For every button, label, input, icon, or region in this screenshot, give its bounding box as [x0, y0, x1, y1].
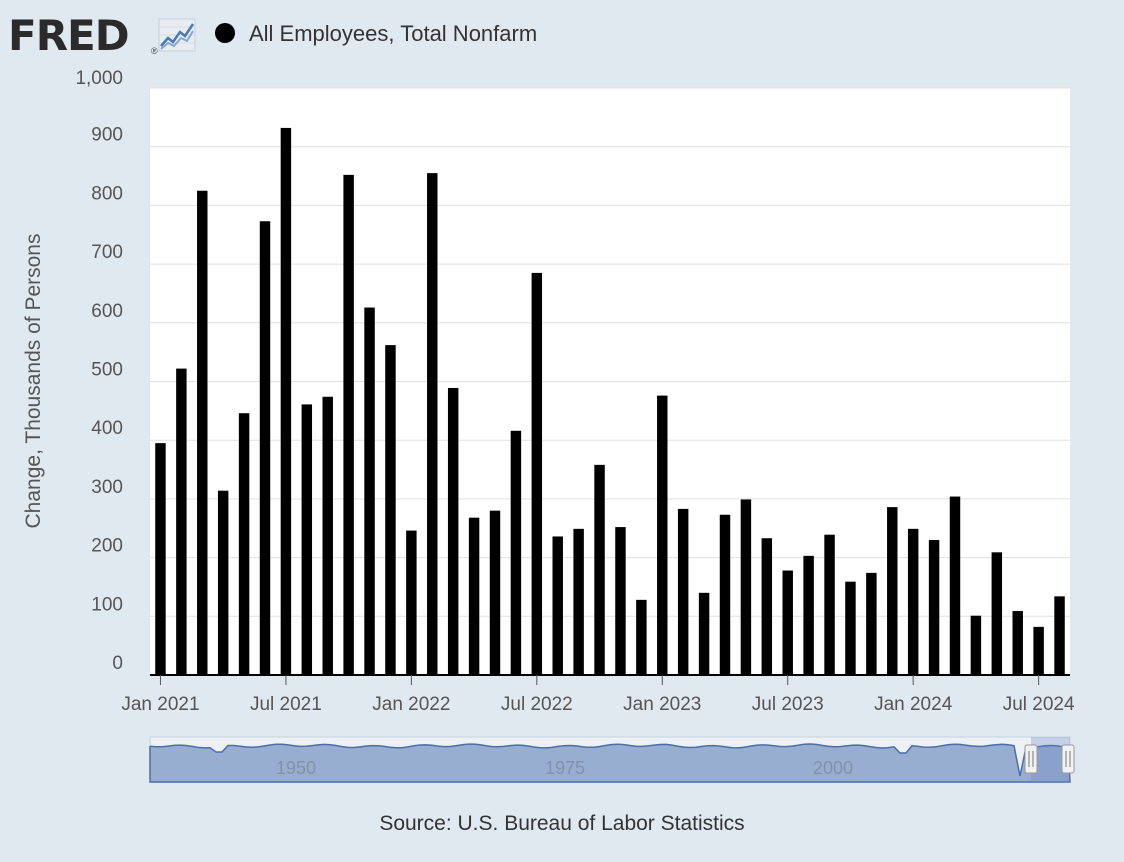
bar[interactable] — [615, 527, 626, 675]
x-tick-label: Jan 2024 — [874, 694, 953, 715]
bars — [155, 127, 1065, 676]
source-note: Source: U.S. Bureau of Labor Statistics — [379, 812, 745, 835]
bar[interactable] — [907, 528, 919, 675]
bar[interactable] — [928, 539, 940, 675]
chart-header: FRED ® All Employees, Total Nonfarm — [8, 10, 908, 60]
bar[interactable] — [887, 507, 898, 675]
bar[interactable] — [594, 464, 605, 675]
bar[interactable] — [949, 496, 961, 675]
bar[interactable] — [468, 517, 480, 675]
navigator-left-handle[interactable] — [1024, 744, 1038, 774]
y-tick-label: 700 — [91, 242, 123, 263]
y-tick-label: 1,000 — [75, 68, 123, 89]
bar[interactable] — [677, 508, 689, 675]
bar[interactable] — [782, 570, 793, 675]
bar[interactable] — [259, 221, 271, 675]
bar-chart: 0 100 200 300 400 500 600 700 800 900 1,000 Jan 20… — [22, 68, 1075, 783]
y-tick-label: 800 — [91, 183, 123, 204]
navigator-ticks: 1950 1975 2000 — [276, 758, 853, 778]
bar[interactable] — [845, 581, 856, 675]
y-tick-label: 600 — [91, 301, 123, 322]
x-tick-label: Jul 2023 — [752, 694, 824, 715]
y-tick-label: 0 — [112, 653, 123, 674]
bar[interactable] — [740, 499, 752, 675]
handle-grip[interactable] — [1061, 744, 1075, 774]
bar[interactable] — [155, 443, 166, 675]
range-navigator[interactable]: 1950 1975 2000 — [149, 736, 1075, 783]
bar[interactable] — [406, 530, 417, 675]
bar[interactable] — [698, 592, 710, 675]
bar[interactable] — [636, 599, 647, 675]
navigator-tick-label: 2000 — [813, 758, 853, 778]
bar[interactable] — [1033, 626, 1044, 675]
x-tick-label: Jul 2024 — [1003, 694, 1075, 715]
y-tick-label: 400 — [91, 418, 123, 439]
legend-label[interactable]: All Employees, Total Nonfarm — [249, 21, 538, 46]
bar[interactable] — [657, 395, 668, 675]
bar[interactable] — [866, 572, 877, 675]
bar[interactable] — [1054, 596, 1065, 675]
y-tick-label: 300 — [91, 477, 123, 498]
handle-grip[interactable] — [1024, 744, 1038, 774]
x-tick-label: Jan 2023 — [623, 694, 701, 715]
legend-marker — [215, 23, 235, 43]
bar[interactable] — [489, 510, 501, 675]
bar[interactable] — [573, 528, 584, 675]
bar[interactable] — [280, 127, 292, 676]
y-tick-label: 900 — [91, 125, 123, 146]
x-tick-label: Jan 2021 — [121, 694, 199, 715]
bar[interactable] — [761, 538, 773, 675]
x-tick-label: Jul 2021 — [250, 694, 322, 715]
bar[interactable] — [343, 174, 354, 675]
y-tick-label: 200 — [91, 536, 123, 557]
x-axis-ticks: Jan 2021 Jul 2021 Jan 2022 Jul 2022 Jan 2023… — [121, 675, 1075, 715]
bar[interactable] — [447, 387, 459, 675]
bar[interactable] — [385, 345, 396, 675]
y-axis-label: Change, Thousands of Persons — [22, 234, 45, 529]
bar[interactable] — [552, 536, 563, 675]
bar[interactable] — [824, 534, 835, 675]
registered-mark: ® — [151, 46, 158, 56]
bar[interactable] — [991, 552, 1003, 675]
bar[interactable] — [970, 615, 982, 675]
navigator-right-handle[interactable] — [1061, 744, 1075, 774]
navigator-tick-label: 1975 — [545, 758, 585, 778]
y-tick-label: 100 — [91, 594, 123, 615]
bar[interactable] — [719, 514, 731, 675]
trend-chart-icon — [158, 18, 196, 52]
bar[interactable] — [301, 404, 313, 675]
bar[interactable] — [176, 368, 187, 675]
bar[interactable] — [322, 396, 333, 675]
bar[interactable] — [427, 173, 438, 675]
bar[interactable] — [238, 413, 250, 675]
x-tick-label: Jul 2022 — [501, 694, 573, 715]
navigator-series — [149, 743, 1071, 783]
bar[interactable] — [197, 190, 208, 676]
y-axis-ticks: 0 100 200 300 400 500 600 700 800 900 1,000 — [75, 68, 123, 674]
navigator-tick-label: 1950 — [276, 758, 316, 778]
bar[interactable] — [510, 430, 522, 675]
bar[interactable] — [364, 307, 375, 675]
y-tick-label: 500 — [91, 360, 123, 381]
bar[interactable] — [531, 272, 543, 675]
fred-logo[interactable]: FRED — [8, 11, 130, 60]
bar[interactable] — [1012, 611, 1023, 675]
bar[interactable] — [217, 490, 229, 675]
bar[interactable] — [803, 555, 814, 675]
x-tick-label: Jan 2022 — [372, 694, 450, 715]
